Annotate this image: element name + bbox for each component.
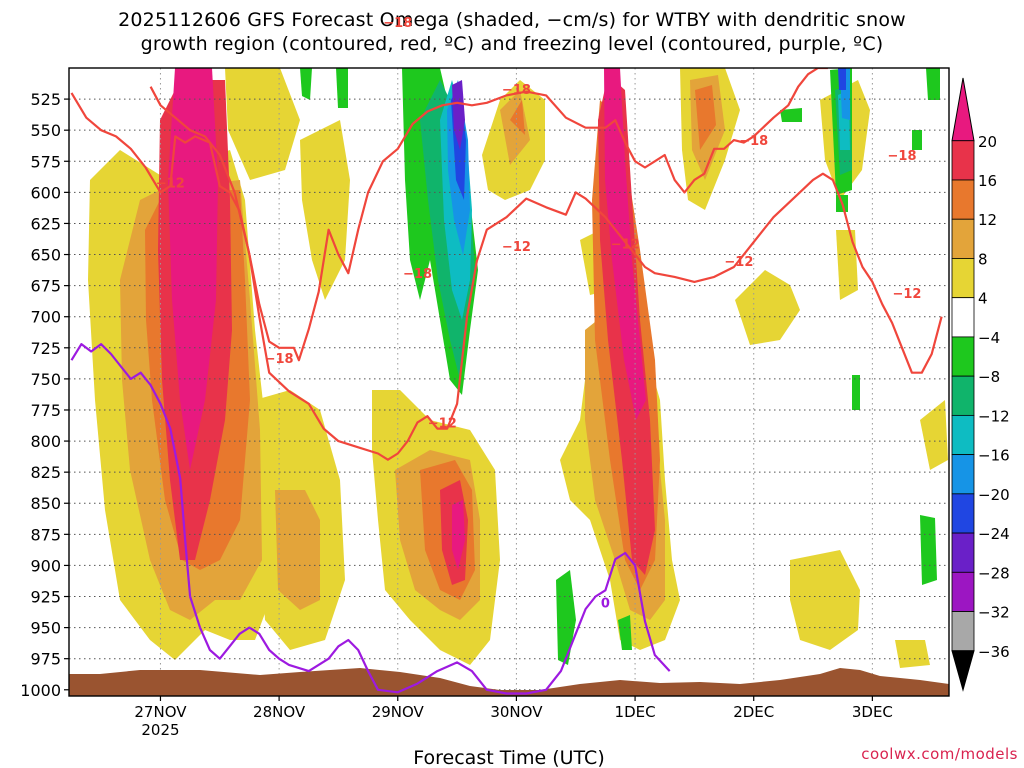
colorbar-bottom-arrow <box>951 650 975 692</box>
y-tick-label: 775 <box>30 401 61 420</box>
contour-labels: −12 −18 −18 −18 −18 −12 −12 −12 −18 −18 −12 −12 0 <box>156 16 922 612</box>
x-axis-title: Forecast Time (UTC) <box>413 747 604 768</box>
y-tick-label: 800 <box>30 432 61 451</box>
colorbar-bin <box>951 375 975 416</box>
y-axis: 525 550 575 600 625 650 675 700 725 750 775 800 825 8… <box>20 90 69 700</box>
chart-title-line-1: 2025112606 GFS Forecast Omega (shaded, −… <box>118 9 906 31</box>
colorbar-label: −4 <box>978 329 1000 347</box>
omega-descent-region <box>300 68 940 665</box>
colorbar-bin <box>951 140 975 181</box>
y-tick-label: 975 <box>30 650 61 669</box>
colorbar-bin <box>951 571 975 612</box>
colorbar-bin <box>951 297 975 338</box>
y-tick-label: 625 <box>30 214 61 233</box>
contour-label: −12 <box>502 240 531 255</box>
y-tick-label: 950 <box>30 619 61 638</box>
contour-label: −12 <box>611 237 640 252</box>
y-tick-label: 750 <box>30 370 61 389</box>
colorbar-label: −24 <box>978 525 1010 543</box>
contour-label: −18 <box>265 352 294 367</box>
colorbar-bin <box>951 493 975 534</box>
contour-label: 0 <box>601 597 610 612</box>
colorbar-bin <box>951 532 975 573</box>
colorbar-label: 16 <box>978 172 997 190</box>
gridlines <box>69 68 949 696</box>
x-tick-label: 3DEC <box>852 703 893 721</box>
contour-label: −18 <box>502 83 531 98</box>
contour-label: −12 <box>156 176 185 191</box>
colorbar-bin <box>951 179 975 220</box>
contour-label: −18 <box>739 134 768 149</box>
y-tick-label: 575 <box>30 152 61 171</box>
y-tick-label: 600 <box>30 183 61 202</box>
colorbar-label: 4 <box>978 290 988 308</box>
contour-label: −12 <box>428 416 457 431</box>
terrain-fill <box>69 668 949 696</box>
colorbar-bin <box>951 611 975 652</box>
colorbar-label: −32 <box>978 604 1010 622</box>
colorbar-label: 12 <box>978 211 997 229</box>
y-tick-label: 650 <box>30 246 61 265</box>
y-tick-label: 525 <box>30 90 61 109</box>
colorbar-bin <box>951 336 975 377</box>
contour-label: −18 <box>383 16 412 31</box>
colorbar-label: −20 <box>978 486 1010 504</box>
colorbar: 20 16 12 8 4 −4 −8 −12 −16 −20 −24 −28 −32 −36 <box>951 77 1010 692</box>
omega-magenta-region <box>168 68 646 570</box>
y-tick-label: 675 <box>30 277 61 296</box>
y-tick-label: 825 <box>30 463 61 482</box>
x-tick-label: 27NOV <box>134 703 187 721</box>
credit-text: coolwx.com/models <box>861 745 1018 763</box>
contour-line <box>70 68 828 362</box>
colorbar-top-arrow <box>951 77 975 142</box>
colorbar-label: −28 <box>978 564 1010 582</box>
x-tick-label: 30NOV <box>490 703 543 721</box>
colorbar-label: −16 <box>978 447 1010 465</box>
contour-label: −18 <box>888 149 917 164</box>
contour-label: −12 <box>892 287 921 302</box>
contour-label: −12 <box>724 255 753 270</box>
colorbar-label: 8 <box>978 250 988 268</box>
colorbar-bin <box>951 414 975 456</box>
x-tick-label: 2DEC <box>733 703 774 721</box>
contour-line <box>70 343 671 695</box>
plot-frame <box>68 67 950 697</box>
chart-title-line-2: growth region (contoured, red, ºC) and f… <box>140 33 884 55</box>
colorbar-label: −36 <box>978 643 1010 661</box>
y-tick-label: 925 <box>30 588 61 607</box>
y-tick-label: 725 <box>30 339 61 358</box>
omega-shading <box>88 68 948 668</box>
x-tick-label: 28NOV <box>253 703 306 721</box>
x-tick-label: 1DEC <box>615 703 656 721</box>
colorbar-label: −8 <box>978 368 1000 386</box>
x-tick-label: 29NOV <box>372 703 425 721</box>
y-tick-label: 875 <box>30 525 61 544</box>
colorbar-label: 20 <box>978 133 997 151</box>
contour-label: −18 <box>403 267 432 282</box>
x-tick-sublabel: 2025 <box>141 721 179 739</box>
y-tick-label: 1000 <box>20 681 61 700</box>
y-tick-label: 900 <box>30 556 61 575</box>
y-tick-label: 700 <box>30 308 61 327</box>
colorbar-label: −12 <box>978 407 1010 425</box>
colorbar-bin <box>951 454 975 495</box>
contours <box>70 68 943 695</box>
colorbar-bin <box>951 258 975 299</box>
y-tick-label: 550 <box>30 121 61 140</box>
y-tick-label: 850 <box>30 494 61 513</box>
contour-line <box>149 86 943 461</box>
colorbar-bin <box>951 218 975 259</box>
